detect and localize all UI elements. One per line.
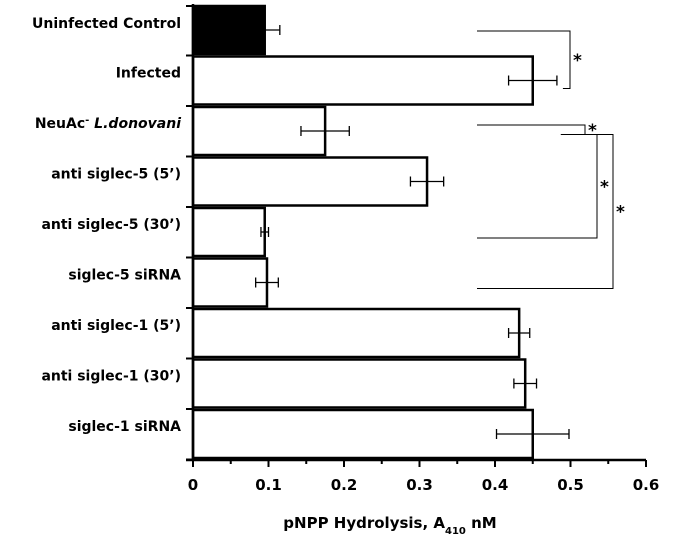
category-label-2: Infected bbox=[116, 66, 181, 82]
significance-star: * bbox=[588, 121, 597, 141]
category-label-5: anti siglec-5 (30’) bbox=[41, 217, 181, 233]
significance-star: * bbox=[573, 51, 582, 71]
x-tick-label-0.2: 0.2 bbox=[331, 476, 358, 494]
error-bar-3 bbox=[300, 114, 350, 148]
category-label-7: anti siglec-1 (5’) bbox=[51, 318, 181, 334]
category-label-8: anti siglec-1 (30’) bbox=[41, 369, 181, 385]
bar-6 bbox=[191, 257, 269, 308]
category-label-1: Uninfected Control bbox=[32, 16, 181, 32]
error-bar-4 bbox=[409, 164, 445, 199]
category-labels-group: Uninfected Control Infected NeuAc- L.donov… bbox=[32, 16, 181, 435]
x-axis-title: pNPP Hydrolysis, A410 nM bbox=[283, 514, 496, 535]
error-bar-1 bbox=[248, 13, 281, 47]
x-tick-label-0.6: 0.6 bbox=[633, 476, 660, 494]
x-tick-label-0: 0 bbox=[188, 476, 198, 494]
error-bar-6 bbox=[255, 265, 279, 300]
significance-star: * bbox=[600, 177, 609, 197]
bars-group bbox=[191, 4, 534, 460]
x-tick-label-0.4: 0.4 bbox=[482, 476, 509, 494]
significance-star: * bbox=[616, 203, 625, 223]
bar-7 bbox=[191, 307, 521, 359]
significance-bracket-1: * bbox=[477, 30, 582, 89]
significance-bracket-2: * bbox=[477, 121, 597, 141]
bar-2 bbox=[191, 55, 534, 106]
x-tick-label-0.1: 0.1 bbox=[255, 476, 282, 494]
bar-4 bbox=[191, 156, 429, 207]
error-bar-8 bbox=[513, 366, 538, 401]
error-bar-7 bbox=[507, 316, 531, 350]
category-label-6: siglec-5 siRNA bbox=[68, 268, 181, 284]
x-tick-label-0.3: 0.3 bbox=[406, 476, 433, 494]
category-label-3: NeuAc- L.donovani bbox=[35, 115, 181, 133]
bar-5 bbox=[191, 206, 266, 258]
x-tick-labels-group: 0 0.1 0.2 0.3 0.4 0.5 0.6 bbox=[188, 476, 660, 494]
significance-bracket-3: * bbox=[477, 134, 609, 239]
error-bar-9 bbox=[495, 417, 570, 451]
category-label-4: anti siglec-5 (5’) bbox=[51, 167, 181, 183]
category-label-9: siglec-1 siRNA bbox=[68, 419, 181, 435]
significance-brackets-group: * * * * bbox=[477, 30, 625, 289]
x-tick-label-0.5: 0.5 bbox=[557, 476, 584, 494]
axes-group bbox=[186, 4, 647, 467]
error-bar-5 bbox=[260, 215, 270, 249]
bar-8 bbox=[191, 358, 527, 409]
bar-9 bbox=[191, 408, 534, 460]
error-bars-group bbox=[248, 13, 570, 451]
significance-bracket-4: * bbox=[477, 134, 625, 289]
error-bar-2 bbox=[507, 63, 558, 98]
